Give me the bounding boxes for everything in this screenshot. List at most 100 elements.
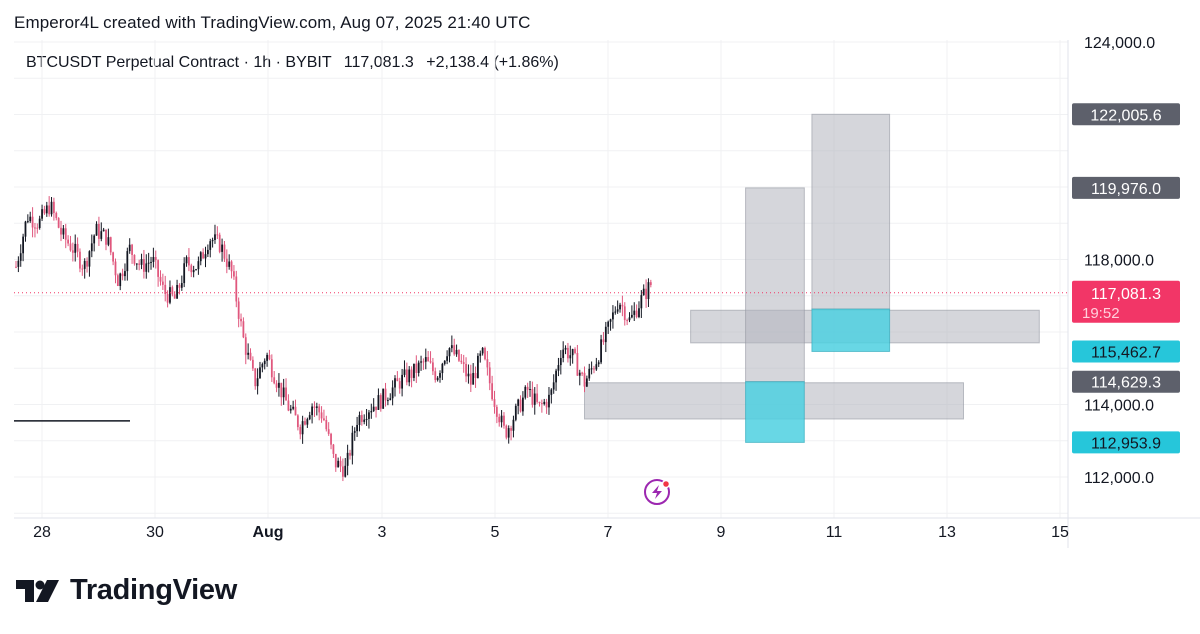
- candle-body: [465, 363, 467, 377]
- candle-body: [223, 244, 226, 259]
- candle-body: [585, 378, 588, 387]
- candle-body: [429, 361, 432, 363]
- candle-body: [29, 216, 32, 222]
- candle-body: [543, 401, 546, 404]
- candle-body: [135, 263, 138, 265]
- candle-body: [635, 310, 638, 317]
- candle-body: [604, 326, 607, 343]
- candle-body: [318, 406, 321, 413]
- candle-body: [138, 263, 141, 265]
- candle-body: [270, 359, 273, 378]
- candle-body: [15, 266, 17, 268]
- candle-body: [128, 244, 131, 252]
- candle-body: [353, 431, 356, 433]
- candle-body: [159, 276, 162, 282]
- candle-body: [180, 283, 183, 288]
- candle-body: [505, 425, 508, 438]
- candle-body: [396, 378, 399, 382]
- candle-body: [195, 269, 197, 271]
- candle-body: [439, 373, 441, 378]
- candle-body: [507, 428, 510, 438]
- symbol-name: BTCUSDT Perpetual Contract: [26, 54, 240, 71]
- symbol-info: BTCUSDT Perpetual Contract · 1h · BYBIT …: [26, 54, 559, 72]
- candle-body: [614, 311, 617, 313]
- price-tag-label: 122,005.6: [1090, 107, 1161, 124]
- candle-body: [55, 212, 58, 219]
- candle-body: [202, 252, 205, 259]
- candle-body: [344, 465, 347, 477]
- price-tag-label: 119,976.0: [1091, 181, 1161, 198]
- candle-body: [567, 347, 569, 359]
- candle-body: [420, 361, 422, 363]
- candle-body: [484, 347, 486, 360]
- candle-body: [67, 239, 70, 244]
- candle-body: [273, 377, 276, 384]
- brand-name: TradingView: [70, 574, 237, 606]
- candle-body: [510, 428, 512, 431]
- projection-box-2: [811, 113, 891, 310]
- price-tag-gray: [1072, 370, 1180, 393]
- time-axis[interactable]: 28 30 Aug 3 5 7 9 11 13 15: [33, 524, 1069, 541]
- candle-body: [320, 412, 323, 419]
- candle-body: [427, 357, 430, 362]
- price-tag-gray: [1072, 176, 1180, 199]
- candle-body: [559, 357, 562, 366]
- candle-body: [555, 370, 557, 383]
- candle-body: [640, 295, 643, 309]
- candle-body: [76, 243, 79, 252]
- candle-body: [235, 276, 238, 302]
- candle-body: [458, 349, 460, 361]
- candle-body: [363, 419, 366, 422]
- candle-body: [432, 362, 434, 372]
- candle-body: [460, 360, 463, 363]
- candle-body: [526, 386, 529, 390]
- candle-body: [533, 393, 536, 405]
- candle-body: [214, 234, 216, 241]
- candle-body: [188, 257, 190, 266]
- candle-body: [358, 415, 361, 425]
- price-axis[interactable]: 124,000.0 118,000.0 114,000.0 112,000.0 122,…: [1072, 35, 1180, 487]
- candle-body: [574, 349, 576, 354]
- candle-body: [124, 271, 126, 277]
- candle-body: [649, 282, 652, 286]
- candle-body: [472, 372, 475, 385]
- countdown-label: 19:52: [1082, 305, 1120, 322]
- projection-box-1-cyan: [745, 381, 805, 443]
- candle-body: [545, 401, 548, 408]
- price-tag-label: 115,462.7: [1091, 344, 1161, 361]
- candle-body: [370, 411, 373, 413]
- candle-body: [93, 235, 96, 244]
- candle-body: [31, 216, 34, 228]
- candle-body: [145, 263, 148, 272]
- time-tick-label: 28: [33, 524, 51, 541]
- stream-icon[interactable]: [644, 479, 671, 505]
- candle-body: [595, 364, 598, 370]
- candle-body: [216, 234, 219, 236]
- candle-body: [550, 389, 553, 395]
- candle-body: [308, 415, 311, 420]
- candle-body: [349, 452, 351, 456]
- candle-body: [88, 251, 91, 267]
- candle-body: [422, 361, 425, 363]
- candle-body: [183, 263, 186, 284]
- candle-body: [57, 218, 60, 228]
- candle-body: [249, 352, 252, 360]
- time-tick-label: 11: [826, 524, 843, 541]
- time-tick-label: 15: [1051, 524, 1069, 541]
- candle-body: [628, 317, 631, 321]
- tradingview-logo[interactable]: TradingView: [16, 574, 237, 607]
- candle-body: [590, 368, 593, 370]
- candle-body: [443, 360, 446, 364]
- candle-body: [486, 359, 489, 368]
- candle-body: [337, 460, 340, 468]
- candle-body: [481, 347, 484, 354]
- candle-body: [583, 372, 586, 387]
- symbol-separator: ·: [243, 54, 249, 71]
- candle-body: [571, 349, 574, 356]
- candle-body: [161, 281, 164, 285]
- candle-body: [296, 415, 299, 428]
- candle-body: [233, 271, 235, 277]
- candle-body: [119, 273, 122, 287]
- candle-body: [209, 241, 212, 250]
